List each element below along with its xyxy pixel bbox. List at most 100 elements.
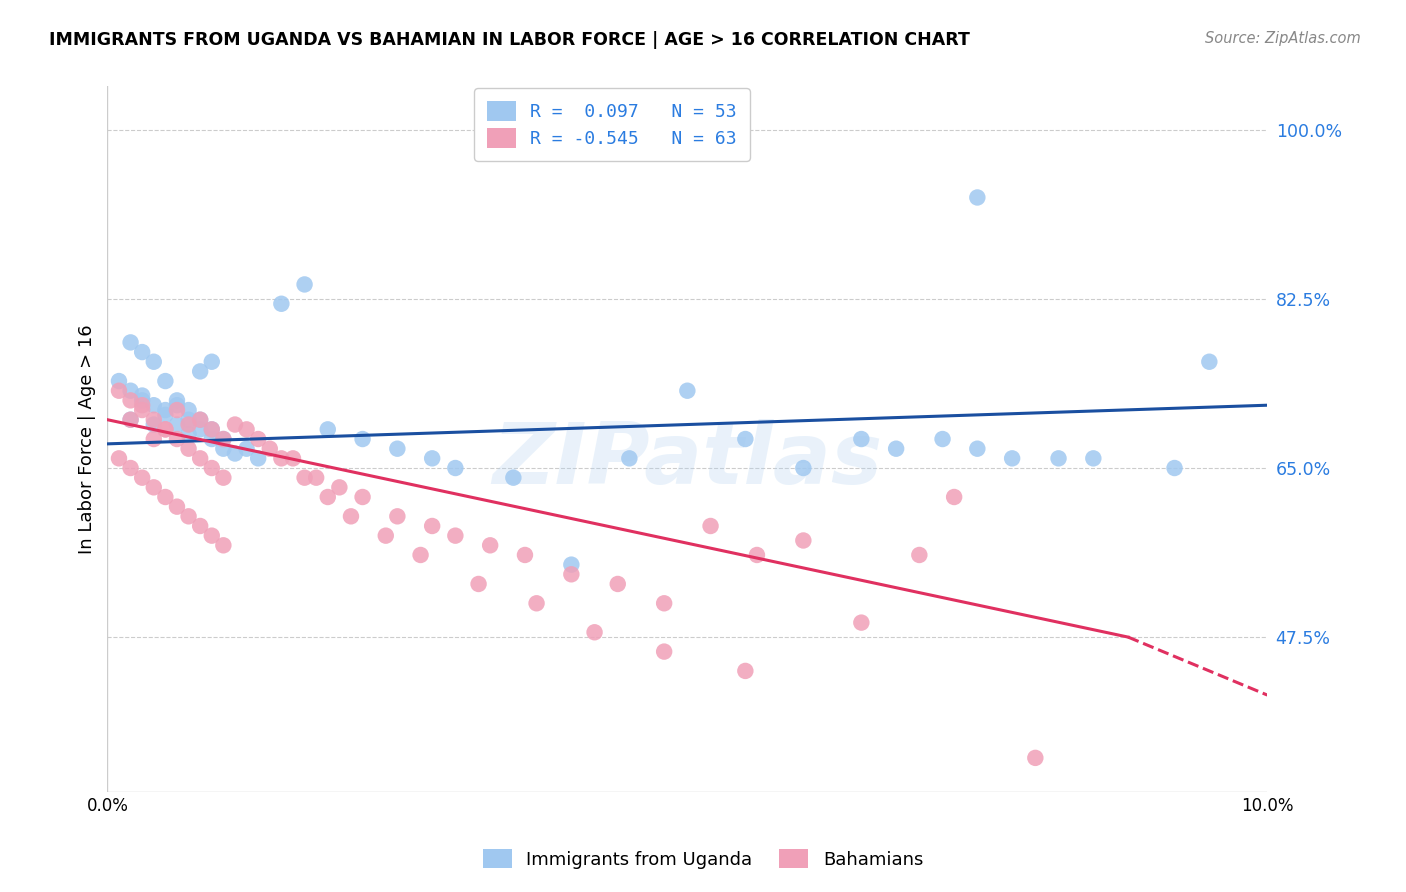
Point [155,403,177,417]
Point [1001,451,1024,466]
Point [131,388,153,402]
Point [676,384,699,398]
Point [166,417,188,432]
Point [108,374,131,388]
Point [212,442,235,456]
Point [560,567,582,582]
Point [142,398,165,412]
Point [131,403,153,417]
Point [188,422,211,436]
Point [316,490,339,504]
Point [120,413,142,427]
Point [201,461,224,475]
Point [188,364,211,378]
Point [305,471,328,485]
Point [374,529,396,543]
Point [155,422,177,436]
Point [177,417,200,432]
Point [166,398,188,412]
Point [212,538,235,552]
Point [177,413,200,427]
Point [1047,451,1070,466]
Point [155,374,177,388]
Point [943,490,966,504]
Point [619,451,641,466]
Point [259,442,281,456]
Point [120,384,142,398]
Point [420,519,443,533]
Point [851,432,873,446]
Point [444,461,467,475]
Legend: R =  0.097   N = 53, R = -0.545   N = 63: R = 0.097 N = 53, R = -0.545 N = 63 [474,88,749,161]
Point [699,519,721,533]
Point [513,548,536,562]
Point [745,548,768,562]
Point [247,432,270,446]
Point [352,490,374,504]
Point [526,596,548,610]
Point [131,345,153,359]
Point [224,417,246,432]
Point [177,442,200,456]
Point [560,558,582,572]
Point [1163,461,1185,475]
Point [479,538,502,552]
Point [328,480,350,494]
Point [294,471,316,485]
Point [235,422,257,436]
Point [177,427,200,442]
Point [201,422,224,436]
Point [1198,355,1220,369]
Point [201,355,224,369]
Point [166,432,188,446]
Point [142,355,165,369]
Point [188,413,211,427]
Point [188,519,211,533]
Point [155,422,177,436]
Point [166,403,188,417]
Point [884,442,907,456]
Point [966,190,988,204]
Point [142,413,165,427]
Point [387,442,409,456]
Point [120,335,142,350]
Point [155,490,177,504]
Point [166,393,188,408]
Point [155,408,177,422]
Point [201,422,224,436]
Point [142,432,165,446]
Point [467,577,489,591]
Point [212,432,235,446]
Point [387,509,409,524]
Point [294,277,316,292]
Point [247,451,270,466]
Point [131,398,153,412]
Point [409,548,432,562]
Text: ZIPatlas: ZIPatlas [492,418,883,501]
Point [142,480,165,494]
Point [201,432,224,446]
Point [142,417,165,432]
Point [270,297,292,311]
Point [131,471,153,485]
Point [188,413,211,427]
Point [316,422,339,436]
Point [352,432,374,446]
Point [120,461,142,475]
Y-axis label: In Labor Force | Age > 16: In Labor Force | Age > 16 [79,324,96,554]
Legend: Immigrants from Uganda, Bahamians: Immigrants from Uganda, Bahamians [475,841,931,876]
Point [108,384,131,398]
Point [908,548,931,562]
Point [792,461,814,475]
Point [201,529,224,543]
Point [502,471,524,485]
Point [583,625,606,640]
Point [108,451,131,466]
Point [652,596,675,610]
Point [966,442,988,456]
Point [340,509,363,524]
Point [212,471,235,485]
Point [177,403,200,417]
Point [606,577,628,591]
Point [420,451,443,466]
